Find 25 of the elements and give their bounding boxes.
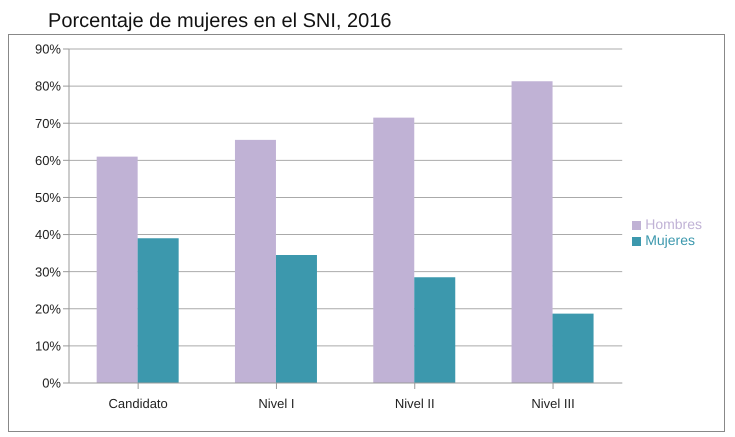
- bar: [276, 254, 317, 383]
- bar: [373, 118, 414, 383]
- bar: [234, 140, 276, 383]
- y-tick-label: 10%: [34, 338, 62, 354]
- y-tick-label: 50%: [34, 190, 62, 206]
- y-tick-label: 30%: [34, 264, 62, 280]
- y-tick-label: 70%: [34, 116, 62, 131]
- x-tick-label: Nivel II: [394, 396, 435, 412]
- x-tick-label: Nivel III: [531, 396, 575, 412]
- legend-label: Hombres: [645, 216, 702, 232]
- bar: [552, 314, 594, 383]
- y-tick-label: 80%: [34, 78, 62, 94]
- y-tick-label: 0%: [42, 376, 62, 391]
- y-tick-label: 90%: [34, 42, 62, 57]
- bar: [96, 156, 138, 383]
- bar: [414, 277, 456, 383]
- x-tick-label: Candidato: [108, 396, 168, 412]
- bar: [138, 238, 179, 383]
- bar: [512, 81, 553, 383]
- x-tick-label: Nivel I: [258, 396, 295, 412]
- y-tick-label: 60%: [34, 152, 62, 168]
- y-tick-label: 20%: [34, 301, 62, 316]
- chart-title: Porcentaje de mujeres en el SNI, 2016: [47, 9, 393, 34]
- y-tick-label: 40%: [34, 227, 62, 242]
- legend-label: Mujeres: [645, 232, 695, 248]
